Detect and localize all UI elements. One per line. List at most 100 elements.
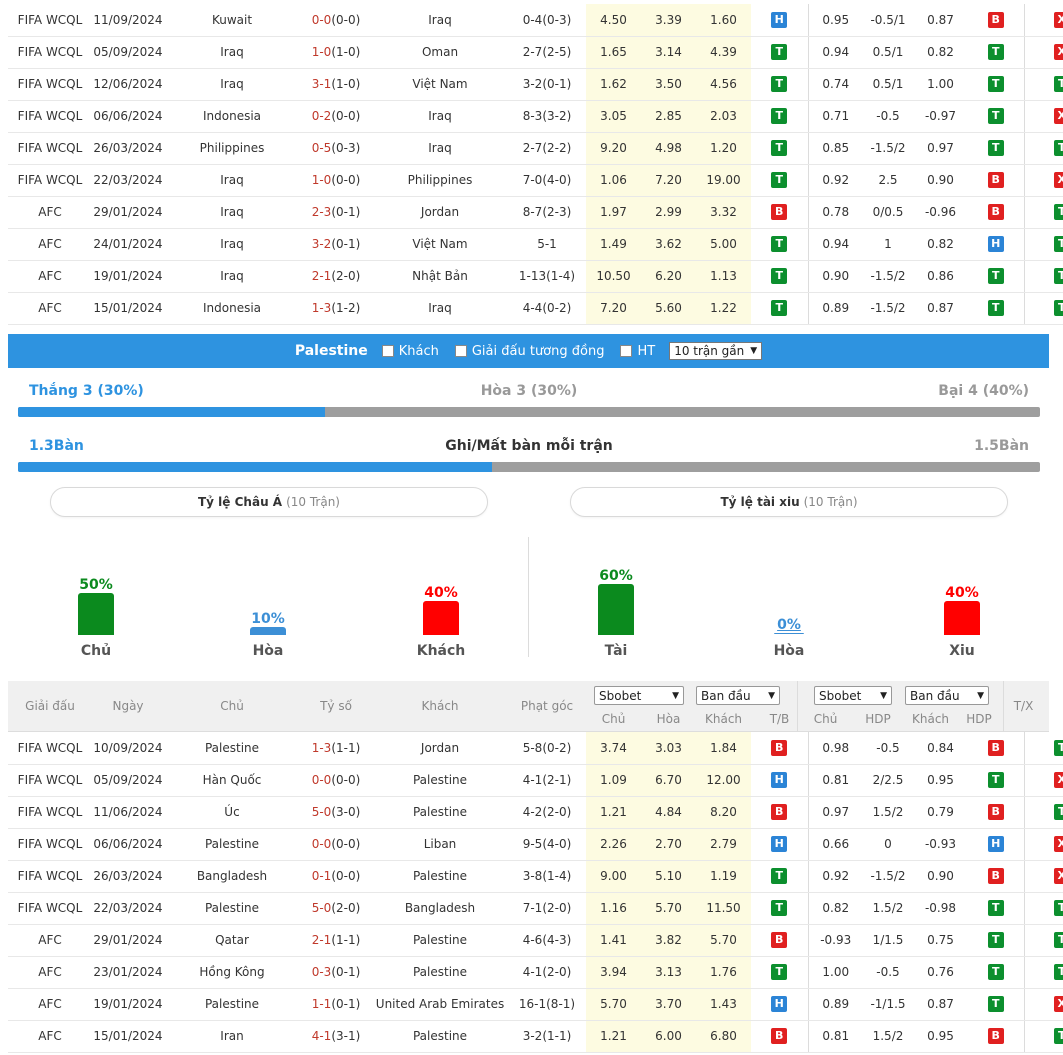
corner-cell: 4-1(2-0) bbox=[508, 956, 586, 989]
record-bar-fill bbox=[18, 407, 325, 417]
home-team-cell: Bangladesh bbox=[164, 860, 300, 893]
tb-result-badge: T bbox=[771, 108, 788, 124]
hdp-line-cell: 0.5/1 bbox=[863, 36, 913, 69]
handicap-type-select[interactable]: Ban đầu ▼ bbox=[905, 686, 989, 705]
odds-bookmaker-select[interactable]: Sbobet ▼ bbox=[594, 686, 684, 705]
hdp-home-cell: 0.81 bbox=[808, 764, 863, 797]
away-checkbox[interactable] bbox=[381, 345, 394, 357]
full-time-score: 5-0 bbox=[311, 901, 332, 915]
goals-scored: 1.3Bàn bbox=[29, 438, 84, 454]
odds-home-cell: 7.20 bbox=[586, 292, 641, 325]
corner-cell: 0-4(0-3) bbox=[508, 4, 586, 37]
odds-away-cell: 6.80 bbox=[696, 1020, 751, 1053]
score-cell: 3-2(0-1) bbox=[300, 228, 372, 261]
away-team-cell: Iraq bbox=[372, 100, 508, 133]
win-stat: Thắng 3 (30%) bbox=[29, 383, 144, 399]
home-team-cell: Palestine bbox=[164, 732, 300, 765]
date-cell: 22/03/2024 bbox=[92, 164, 164, 197]
table-row: FIFA WCQL 05/09/2024 Hàn Quốc 0-0(0-0) Pales… bbox=[8, 764, 1063, 797]
corner-cell: 3-8(1-4) bbox=[508, 860, 586, 893]
hdp-result-cell: T bbox=[968, 68, 1025, 101]
away-team-cell: Nhật Bản bbox=[372, 260, 508, 293]
hdp-home-cell: 0.98 bbox=[808, 732, 863, 765]
odds-away-cell: 8.20 bbox=[696, 796, 751, 829]
asian-bar-label: Chủ bbox=[80, 643, 112, 659]
tx-result-cell: X bbox=[1024, 36, 1063, 69]
hdp-away-cell: 0.87 bbox=[913, 988, 968, 1021]
tx-result-badge: T bbox=[1053, 900, 1063, 916]
corner-cell: 4-1(2-1) bbox=[508, 764, 586, 797]
away-team-cell: Philippines bbox=[372, 164, 508, 197]
odds-type-select[interactable]: Ban đầu ▼ bbox=[696, 686, 780, 705]
hdp-result-badge: H bbox=[987, 236, 1004, 252]
asian-handicap-tab[interactable]: Tỷ lệ Châu Á (10 Trận) bbox=[50, 487, 488, 517]
hdp-result-badge: T bbox=[987, 140, 1004, 156]
table-row: AFC 24/01/2024 Iraq 3-2(0-1) Việt Nam 5-1 1.49… bbox=[8, 228, 1063, 261]
goals-title: Ghi/Mất bàn mỗi trận bbox=[445, 438, 613, 454]
col-odds-away: Khách bbox=[704, 712, 743, 726]
ou-bar-label: Tài bbox=[604, 643, 628, 659]
hdp-line-cell: 1.5/2 bbox=[863, 1020, 913, 1053]
same-league-label: Giải đấu tương đồng bbox=[471, 343, 605, 359]
hdp-result-badge: T bbox=[987, 772, 1004, 788]
col-hdp-result: HDP bbox=[966, 712, 992, 726]
hdp-result-badge: T bbox=[987, 108, 1004, 124]
table-row: AFC 19/01/2024 Palestine 1-1(0-1) United Ara… bbox=[8, 988, 1063, 1021]
ou-bar-block bbox=[598, 584, 634, 635]
corner-cell: 2-7(2-2) bbox=[508, 132, 586, 165]
iraq-matches-table: FIFA WCQL 11/09/2024 Kuwait 0-0(0-0) Iraq 0-4… bbox=[8, 4, 1063, 325]
record-bar bbox=[18, 407, 1040, 417]
tb-result-badge: B bbox=[771, 804, 788, 820]
corner-cell: 8-3(3-2) bbox=[508, 100, 586, 133]
league-cell: FIFA WCQL bbox=[8, 132, 92, 165]
full-time-score: 0-1 bbox=[311, 869, 332, 883]
ou-bar-percent: 0% bbox=[777, 617, 801, 633]
corner-cell: 9-5(4-0) bbox=[508, 828, 586, 861]
tb-result-badge: T bbox=[771, 964, 788, 980]
tb-result-cell: B bbox=[751, 732, 809, 765]
odds-home-cell: 1.21 bbox=[586, 1020, 641, 1053]
odds-type-value: Ban đầu bbox=[701, 688, 751, 703]
score-cell: 5-0(2-0) bbox=[300, 892, 372, 925]
corner-cell: 4-4(0-2) bbox=[508, 292, 586, 325]
tb-result-badge: T bbox=[771, 868, 788, 884]
home-team-cell: Philippines bbox=[164, 132, 300, 165]
odds-away-cell: 1.13 bbox=[696, 260, 751, 293]
ht-checkbox[interactable] bbox=[620, 345, 633, 357]
odds-bookmaker-value: Sbobet bbox=[599, 688, 642, 703]
chevron-down-icon: ▼ bbox=[880, 690, 887, 701]
score-cell: 1-1(0-1) bbox=[300, 988, 372, 1021]
match-count-select[interactable]: 10 trận gần ▼ bbox=[669, 342, 763, 360]
over-under-tab[interactable]: Tỷ lệ tài xiu (10 Trận) bbox=[570, 487, 1008, 517]
tx-result-cell: T bbox=[1024, 892, 1063, 925]
league-cell: AFC bbox=[8, 1020, 92, 1053]
corner-cell: 7-0(4-0) bbox=[508, 164, 586, 197]
tx-result-cell: X bbox=[1024, 4, 1063, 37]
hdp-home-cell: 0.89 bbox=[808, 988, 863, 1021]
hdp-line-cell: -1.5/2 bbox=[863, 132, 913, 165]
odds-home-cell: 1.65 bbox=[586, 36, 641, 69]
handicap-bookmaker-select[interactable]: Sbobet ▼ bbox=[814, 686, 892, 705]
home-team-cell: Iraq bbox=[164, 68, 300, 101]
home-team-cell: Indonesia bbox=[164, 292, 300, 325]
tb-result-badge: H bbox=[771, 836, 788, 852]
ou-bar-block bbox=[944, 601, 980, 635]
hdp-home-cell: 0.78 bbox=[808, 196, 863, 229]
date-cell: 05/09/2024 bbox=[92, 764, 164, 797]
hdp-result-cell: T bbox=[968, 924, 1025, 957]
tb-result-cell: H bbox=[751, 988, 809, 1021]
hdp-result-cell: T bbox=[968, 892, 1025, 925]
hdp-result-badge: T bbox=[987, 76, 1004, 92]
same-league-checkbox[interactable] bbox=[454, 345, 467, 357]
corner-cell: 2-7(2-5) bbox=[508, 36, 586, 69]
score-cell: 3-1(1-0) bbox=[300, 68, 372, 101]
odds-away-cell: 1.84 bbox=[696, 732, 751, 765]
chevron-down-icon: ▼ bbox=[750, 346, 758, 356]
date-cell: 24/01/2024 bbox=[92, 228, 164, 261]
hdp-result-badge: T bbox=[987, 900, 1004, 916]
hdp-away-cell: 0.82 bbox=[913, 228, 968, 261]
half-time-score: (2-0) bbox=[331, 901, 361, 915]
ratio-divider bbox=[528, 537, 529, 657]
odds-away-cell: 3.32 bbox=[696, 196, 751, 229]
odds-away-cell: 1.19 bbox=[696, 860, 751, 893]
